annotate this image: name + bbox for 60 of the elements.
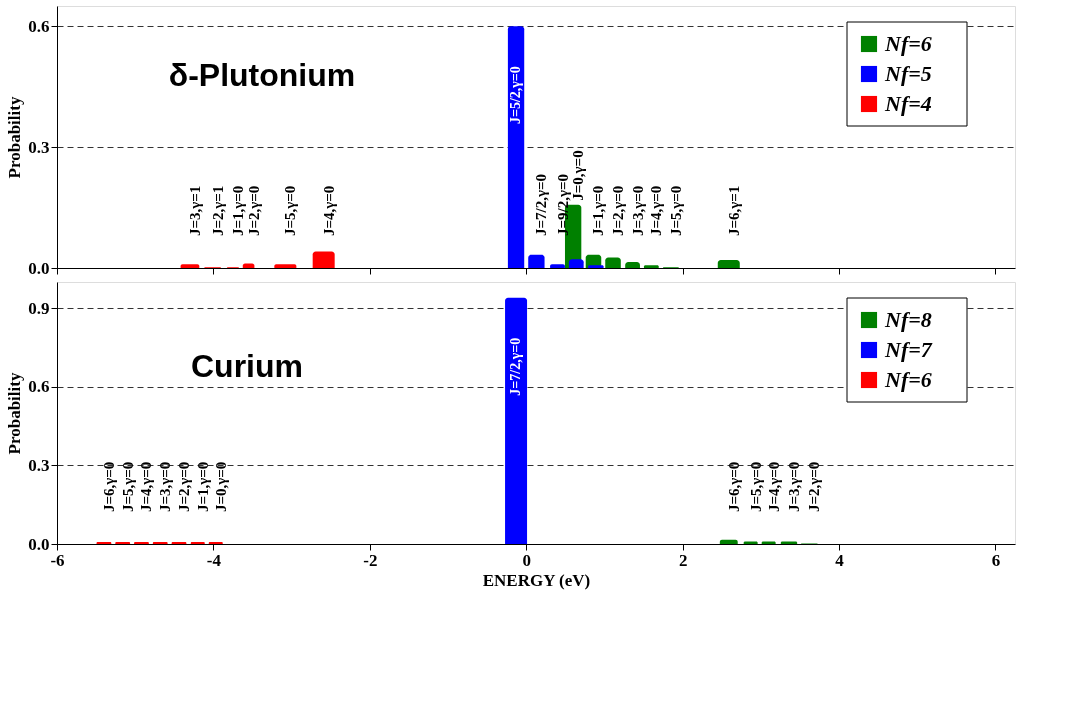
annotation: J=1,γ=0 [194,461,211,512]
annotation: J=0,γ=0 [212,461,229,512]
annotation: J=4,γ=0 [138,461,155,512]
annotation: J=6,γ=1 [725,185,742,236]
y-tick-label: 0.9 [28,298,50,318]
annotation: J=5,γ=0 [667,185,684,236]
annotation: J=1,γ=0 [229,185,246,236]
x-tick-label: 6 [991,550,1001,570]
legend-label: Nf=5 [884,61,932,86]
annotation: J=3,γ=0 [157,461,174,512]
annotation: J=2,γ=0 [176,461,192,512]
x-tick-label: 0 [522,550,531,570]
annotation: J=9/2,γ=0 [554,173,571,236]
annotation: J=3,γ=0 [785,461,802,512]
legend-label: Nf=8 [884,307,932,332]
bar [528,254,545,268]
x-tick-label: 4 [835,550,845,570]
annotation: J=2,γ=0 [610,185,627,236]
x-tick-label: 2 [678,550,688,570]
annotation: J=2,γ=0 [806,461,823,512]
annotation: J=3,γ=0 [629,185,646,236]
annotation: J=5/2,γ=0 [508,66,524,125]
x-tick-label: -4 [206,550,222,570]
annotation: J=5,γ=0 [282,185,299,236]
annotation: J=3,γ=1 [186,185,203,236]
x-tick-label: -2 [363,550,378,570]
legend-label: Nf=4 [884,91,932,116]
y-tick-label: 0.0 [28,534,50,554]
x-axis-title: ENERGY (eV) [482,570,591,590]
annotation: J=4,γ=0 [648,185,665,236]
y-axis-title: Probability [5,372,25,455]
y-tick-label: 0.6 [28,377,50,397]
text: Curium [191,348,303,384]
y-tick-label: 0.3 [28,137,50,157]
bar [719,539,738,544]
legend-label: Nf=6 [884,31,932,56]
bar [605,257,621,268]
annotation: J=2,γ=0 [245,185,262,236]
annotation: J=7/2,γ=0 [533,173,550,236]
legend-label: Nf=7 [884,337,933,362]
annotation: J=4,γ=0 [320,185,337,236]
annotation: J=1,γ=0 [590,185,607,236]
annotation: J=2,γ=1 [209,185,226,236]
x-tick-label: -6 [50,550,65,570]
annotation: J=7/2,γ=0 [508,337,524,396]
annotation: J=0,γ=0 [570,150,587,201]
annotation: J=6,γ=0 [100,461,117,512]
bar [568,259,584,268]
annotation: J=5,γ=0 [747,461,764,512]
annotation: J=6,γ=0 [725,461,742,512]
bar [505,297,528,544]
annotation: J=5,γ=0 [119,461,136,512]
bar [507,26,525,268]
text: δ-Plutonium [168,57,356,93]
y-tick-label: 0.3 [28,455,50,475]
y-tick-label: 0.0 [28,258,50,278]
annotation: J=4,γ=0 [765,461,782,512]
y-tick-label: 0.6 [28,16,50,36]
y-axis-title: Probability [5,96,25,179]
legend-label: Nf=6 [884,367,932,392]
